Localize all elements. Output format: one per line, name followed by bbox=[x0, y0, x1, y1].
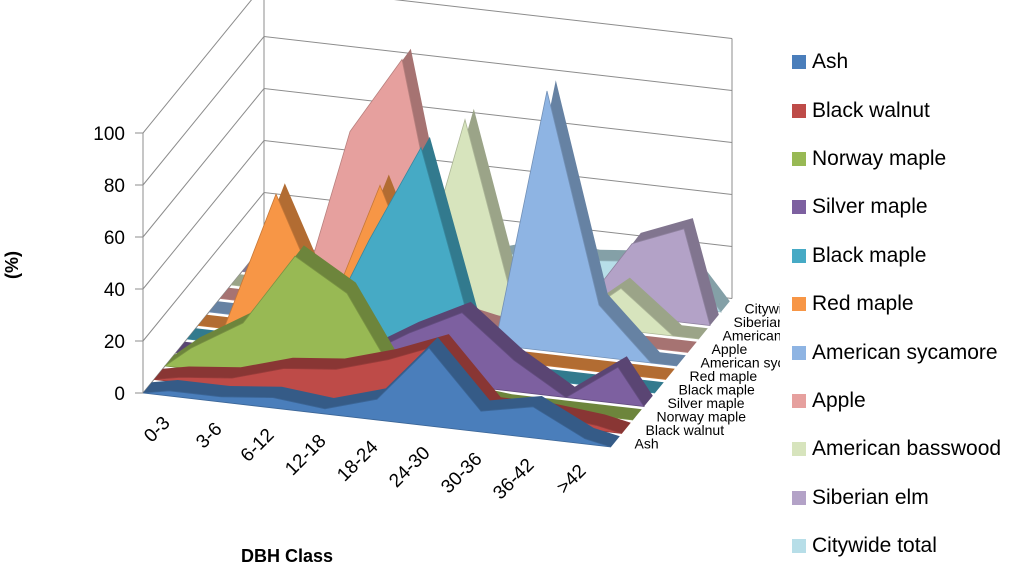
legend-item: American basswood bbox=[792, 425, 1001, 473]
y-tick-label: 0 bbox=[114, 384, 125, 405]
legend-item: Citywide total bbox=[792, 522, 1001, 570]
legend-swatch bbox=[792, 55, 806, 70]
legend-item: Black maple bbox=[792, 232, 1001, 280]
legend-item: Silver maple bbox=[792, 183, 1001, 231]
y-axis-title: (%) bbox=[2, 251, 22, 279]
y-tick-label: 20 bbox=[104, 332, 125, 353]
legend-label: Black maple bbox=[812, 243, 927, 267]
legend-label: Citywide total bbox=[812, 534, 937, 558]
legend-swatch bbox=[792, 539, 806, 554]
series-depth-face bbox=[253, 238, 730, 312]
legend-swatch bbox=[792, 103, 806, 118]
depth-tick-label: Siberian elm bbox=[734, 314, 781, 330]
depth-tick-label: American sycamore bbox=[701, 354, 781, 370]
legend-item: Siberian elm bbox=[792, 474, 1001, 522]
legend-swatch bbox=[792, 248, 806, 263]
chart-series bbox=[142, 48, 730, 448]
legend-swatch bbox=[792, 200, 806, 215]
legend-item: Norway maple bbox=[792, 135, 1001, 183]
legend-swatch bbox=[792, 151, 806, 166]
depth-tick-label: Black walnut bbox=[646, 422, 725, 438]
legend-label: Norway maple bbox=[812, 146, 947, 170]
x-tick-label: >42 bbox=[553, 461, 591, 499]
depth-tick-label: Apple bbox=[712, 341, 748, 357]
x-tick-label: 30-36 bbox=[437, 449, 486, 498]
gridline-100 bbox=[142, 0, 733, 134]
legend-swatch bbox=[792, 442, 806, 457]
x-tick-label: 12-18 bbox=[281, 431, 330, 480]
legend-item: American sycamore bbox=[792, 328, 1001, 376]
chart-legend: Ash Black walnut Norway maple Silver maple B… bbox=[792, 38, 1001, 570]
legend-item: Black walnut bbox=[792, 86, 1001, 134]
depth-tick-label: Black maple bbox=[679, 381, 755, 397]
y-tick-label: 40 bbox=[104, 280, 125, 301]
x-axis-title: DBH Class bbox=[241, 546, 333, 566]
legend-swatch bbox=[792, 297, 806, 312]
series-ash bbox=[142, 337, 620, 448]
series-depth-face bbox=[209, 80, 686, 366]
legend-swatch bbox=[792, 345, 806, 360]
legend-label: Siberian elm bbox=[812, 485, 929, 509]
legend-swatch bbox=[792, 490, 806, 505]
legend-label: Silver maple bbox=[812, 195, 928, 219]
series-area bbox=[142, 347, 612, 448]
x-tick-label: 36-42 bbox=[489, 455, 538, 504]
legend-label: Ash bbox=[812, 50, 849, 74]
y-tick-label: 80 bbox=[104, 176, 125, 197]
x-tick-label: 24-30 bbox=[385, 443, 434, 492]
depth-tick-label: Red maple bbox=[690, 368, 758, 384]
legend-label: Apple bbox=[812, 388, 866, 412]
depth-tick-label: Silver maple bbox=[668, 395, 745, 411]
legend-item: Apple bbox=[792, 377, 1001, 425]
depth-tick-label: Ash bbox=[635, 435, 659, 451]
series-depth-face bbox=[231, 108, 708, 339]
x-tick-label: 0-3 bbox=[140, 413, 174, 447]
depth-tick-label: Norway maple bbox=[657, 408, 747, 424]
depth-tick-label: Citywide total bbox=[745, 300, 781, 316]
legend-label: Red maple bbox=[812, 292, 914, 316]
y-tick-label: 100 bbox=[93, 124, 125, 145]
legend-label: American basswood bbox=[812, 437, 1002, 461]
x-tick-label: 3-6 bbox=[192, 419, 226, 453]
series-depth-face bbox=[143, 337, 620, 447]
gridline-80 bbox=[142, 35, 733, 186]
x-tick-label: 6-12 bbox=[237, 425, 279, 467]
legend-item: Ash bbox=[792, 38, 1001, 86]
legend-item: Red maple bbox=[792, 280, 1001, 328]
legend-label: American sycamore bbox=[812, 340, 998, 364]
legend-label: Black walnut bbox=[812, 98, 930, 122]
legend-swatch bbox=[792, 393, 806, 408]
chart-area: 0 20 40 60 80 100 0-3 3-6 6-12 12-18 18-24 24-30 30-… bbox=[2, 0, 781, 566]
depth-tick-label: American basswood bbox=[723, 327, 781, 343]
x-tick-label: 18-24 bbox=[333, 436, 383, 486]
y-tick-label: 60 bbox=[104, 228, 125, 249]
